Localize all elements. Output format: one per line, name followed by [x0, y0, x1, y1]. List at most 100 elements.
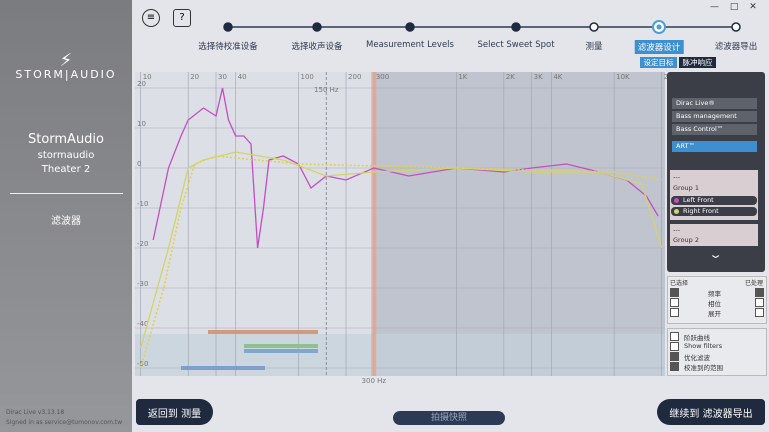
x-tick-label: 40 [238, 73, 247, 81]
step-dot [589, 22, 599, 32]
chevron: ⌄ [708, 248, 723, 261]
tab[interactable]: 设定目标 [640, 57, 677, 68]
close[interactable]: ✕ [749, 2, 757, 12]
step-label[interactable]: 滤波器导出 [714, 42, 758, 52]
view-head: 已选择 [670, 280, 689, 287]
channel-label[interactable]: Left Front [683, 196, 714, 204]
y-tick-label: -10 [137, 200, 148, 208]
x-tick-label: 3K [534, 73, 543, 81]
signed-in: Signed in as service@tumonov.com.tw [6, 419, 123, 426]
range-bar [208, 330, 318, 334]
group-name: Group 2 [673, 236, 699, 244]
checkbox[interactable] [755, 308, 764, 317]
checkbox[interactable] [670, 352, 679, 361]
y-tick-label: -40 [137, 320, 148, 328]
minimize[interactable]: — [710, 2, 719, 12]
options-panel [667, 328, 767, 376]
version: Dirac Live v3.13.18 [6, 409, 65, 416]
x-tick-label: 200 [348, 73, 361, 81]
view-label: 相位 [708, 300, 721, 308]
section: 滤波器 [51, 216, 81, 227]
step-label[interactable]: 测量 [585, 42, 603, 52]
checkbox[interactable] [755, 298, 764, 307]
channel-row [671, 207, 757, 216]
maximize[interactable]: □ [729, 2, 739, 12]
x-tick-label: 100 [301, 73, 314, 81]
channel-dot [674, 209, 679, 214]
menu-item[interactable]: Dirac Live® [672, 98, 757, 109]
step-label[interactable]: 选择待校准设备 [198, 42, 258, 52]
group-box [670, 224, 758, 246]
x-tick-label: 30 [218, 73, 227, 81]
stepper [223, 20, 741, 34]
x-tick-label: 2K [506, 73, 515, 81]
step-label[interactable]: Measurement Levels [366, 40, 454, 50]
y-tick-label: -30 [137, 280, 148, 288]
x-tick-label: 10K [616, 73, 630, 81]
option-label: Show filters [684, 342, 723, 350]
group-dash: --- [673, 226, 681, 234]
menu-item[interactable]: Bass Control™ [672, 124, 757, 135]
marker-label: 300 Hz [362, 377, 387, 385]
x-tick-label: 300 [376, 73, 389, 81]
channel-row [671, 196, 757, 205]
checkbox[interactable] [670, 288, 679, 297]
step-dot [731, 22, 741, 32]
group-name: Group 1 [673, 184, 699, 192]
curve [139, 155, 662, 369]
option-label: 优化滤波 [684, 354, 710, 362]
checkbox[interactable] [670, 332, 679, 341]
step-dot [223, 22, 233, 32]
menu-button[interactable]: ≡ [142, 9, 160, 27]
y-tick-label: 20 [137, 80, 146, 88]
range-bar [244, 349, 318, 353]
y-tick-label: 10 [137, 120, 146, 128]
marker-label: 150 Hz [314, 86, 339, 94]
menu-item[interactable]: Bass management [672, 111, 757, 122]
checkbox[interactable] [670, 298, 679, 307]
channel-label[interactable]: Right Front [683, 207, 719, 215]
y-tick-label: -20 [137, 240, 148, 248]
view-head: 已处理 [745, 280, 764, 287]
step-label[interactable]: Select Sweet Spot [477, 40, 555, 50]
snapshot-button[interactable]: 拍摄快照 [393, 411, 505, 425]
step-label[interactable]: 选择收声设备 [291, 42, 343, 52]
processed-region [373, 72, 665, 376]
step-dot [656, 24, 662, 30]
channel-dot [674, 198, 679, 203]
checkbox[interactable] [670, 362, 679, 371]
window-controls: — □ ✕ [710, 2, 757, 12]
x-tick-label: 4K [553, 73, 562, 81]
graph: 102030401002003001K2K3K4K10K20K20100-10-… [135, 72, 678, 385]
user: stormaudio [37, 150, 95, 161]
next-button[interactable]: 继续到 滤波器导出 [657, 399, 765, 425]
view-label: 展开 [708, 310, 721, 318]
y-tick-label: -50 [137, 360, 148, 368]
checkbox[interactable] [755, 288, 764, 297]
back-button[interactable]: 返回到 测量 [136, 399, 213, 425]
step-label[interactable]: 滤波器设计 [634, 40, 684, 54]
tab[interactable]: 脉冲响应 [679, 57, 716, 68]
x-tick-label: 10 [143, 73, 152, 81]
checkbox[interactable] [670, 342, 679, 351]
sidebar: ⚡ STORM|AUDIO StormAudio stormaudio Thea… [0, 0, 132, 432]
art-item[interactable]: ART™ [672, 141, 757, 152]
view-panel [667, 276, 767, 324]
option-label: 阶跃曲线 [684, 334, 710, 342]
y-tick-label: 0 [137, 160, 141, 168]
option-label: 校准到的范围 [684, 364, 723, 372]
checkbox[interactable] [670, 308, 679, 317]
view-label: 频率 [708, 290, 721, 298]
step-dot [511, 22, 521, 32]
range-bar [244, 344, 318, 348]
group-dash: --- [673, 173, 681, 181]
x-tick-label: 20 [190, 73, 199, 81]
step-dot [405, 22, 415, 32]
step-dot [312, 22, 322, 32]
help-button[interactable]: ? [173, 9, 191, 27]
curve [152, 87, 659, 249]
x-tick-label: 1K [458, 73, 467, 81]
room: Theater 2 [41, 164, 91, 175]
logo: STORM|AUDIO [15, 68, 117, 81]
